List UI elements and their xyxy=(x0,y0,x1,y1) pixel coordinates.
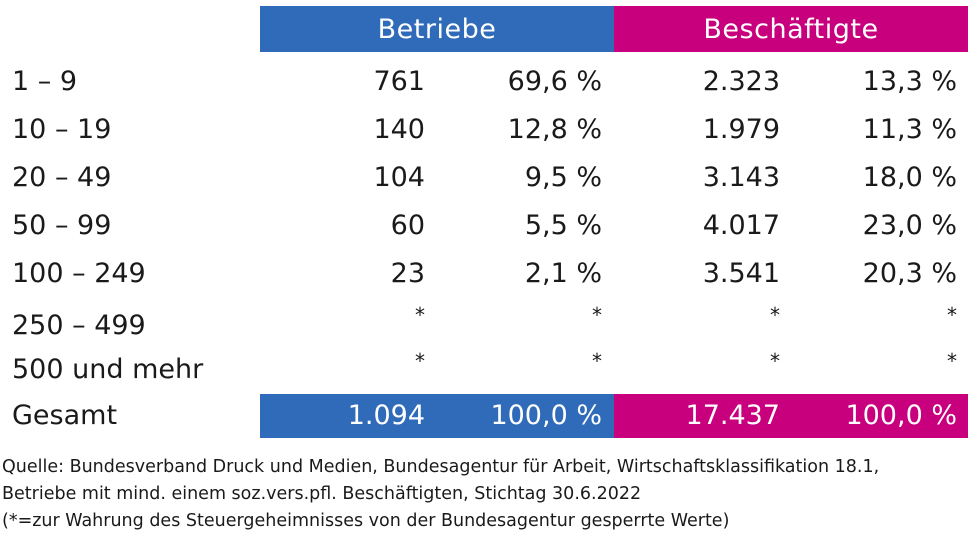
table-row: 10 – 19 140 12,8 % 1.979 11,3 % xyxy=(0,106,969,154)
betriebe-count: * xyxy=(415,303,425,327)
row-label: 500 und mehr xyxy=(12,354,204,385)
betriebe-percent: 2,1 % xyxy=(524,258,602,289)
beschaeftigte-percent: 18,0 % xyxy=(862,162,957,193)
beschaeftigte-count: * xyxy=(770,303,780,327)
total-betriebe-band xyxy=(260,394,614,438)
betriebe-percent: 9,5 % xyxy=(524,162,602,193)
betriebe-count: 23 xyxy=(390,258,425,289)
row-label: 10 – 19 xyxy=(12,114,112,145)
beschaeftigte-count: 4.017 xyxy=(702,210,780,241)
beschaeftigte-percent: 20,3 % xyxy=(862,258,957,289)
betriebe-percent: 5,5 % xyxy=(524,210,602,241)
table-row: 1 – 9 761 69,6 % 2.323 13,3 % xyxy=(0,58,969,106)
total-betriebe-count: 1.094 xyxy=(347,400,425,431)
beschaeftigte-count: 2.323 xyxy=(702,66,780,97)
row-label: 1 – 9 xyxy=(12,66,78,97)
total-row: Gesamt 1.094 100,0 % 17.437 100,0 % xyxy=(0,392,969,440)
header-beschaeftigte: Beschäftigte xyxy=(614,6,968,52)
row-label: 100 – 249 xyxy=(12,258,146,289)
betriebe-percent: * xyxy=(592,349,602,373)
header-beschaeftigte-label: Beschäftigte xyxy=(703,13,879,45)
beschaeftigte-percent: 13,3 % xyxy=(862,66,957,97)
betriebe-percent: 69,6 % xyxy=(507,66,602,97)
header-betriebe-label: Betriebe xyxy=(377,13,497,45)
total-beschaeftigte-percent: 100,0 % xyxy=(845,400,957,431)
row-label: 250 – 499 xyxy=(12,310,146,341)
betriebe-percent: * xyxy=(592,303,602,327)
table-row: 500 und mehr * * * * xyxy=(0,346,969,394)
betriebe-count: * xyxy=(415,349,425,373)
beschaeftigte-count: 1.979 xyxy=(702,114,780,145)
beschaeftigte-percent: * xyxy=(947,349,957,373)
beschaeftigte-count: 3.541 xyxy=(702,258,780,289)
beschaeftigte-count: * xyxy=(770,349,780,373)
table-row: 20 – 49 104 9,5 % 3.143 18,0 % xyxy=(0,154,969,202)
total-betriebe-percent: 100,0 % xyxy=(490,400,602,431)
total-label: Gesamt xyxy=(12,400,118,431)
source-line-1: Quelle: Bundesverband Druck und Medien, … xyxy=(2,457,880,477)
table-row: 50 – 99 60 5,5 % 4.017 23,0 % xyxy=(0,202,969,250)
betriebe-count: 140 xyxy=(373,114,425,145)
beschaeftigte-percent: 23,0 % xyxy=(862,210,957,241)
source-line-2: Betriebe mit mind. einem soz.vers.pfl. B… xyxy=(2,484,642,504)
betriebe-percent: 12,8 % xyxy=(507,114,602,145)
betriebe-count: 104 xyxy=(373,162,425,193)
table-row: 250 – 499 * * * * xyxy=(0,300,969,348)
source-line-3: (*=zur Wahrung des Steuergeheimnisses vo… xyxy=(2,511,730,531)
total-beschaeftigte-count: 17.437 xyxy=(685,400,780,431)
table-row: 100 – 249 23 2,1 % 3.541 20,3 % xyxy=(0,250,969,298)
beschaeftigte-count: 3.143 xyxy=(702,162,780,193)
header-betriebe: Betriebe xyxy=(260,6,614,52)
source-note: Quelle: Bundesverband Druck und Medien, … xyxy=(2,454,967,535)
row-label: 50 – 99 xyxy=(12,210,112,241)
total-beschaeftigte-band xyxy=(614,394,968,438)
beschaeftigte-percent: 11,3 % xyxy=(862,114,957,145)
betriebe-count: 761 xyxy=(373,66,425,97)
beschaeftigte-percent: * xyxy=(947,303,957,327)
betriebe-count: 60 xyxy=(390,210,425,241)
row-label: 20 – 49 xyxy=(12,162,112,193)
